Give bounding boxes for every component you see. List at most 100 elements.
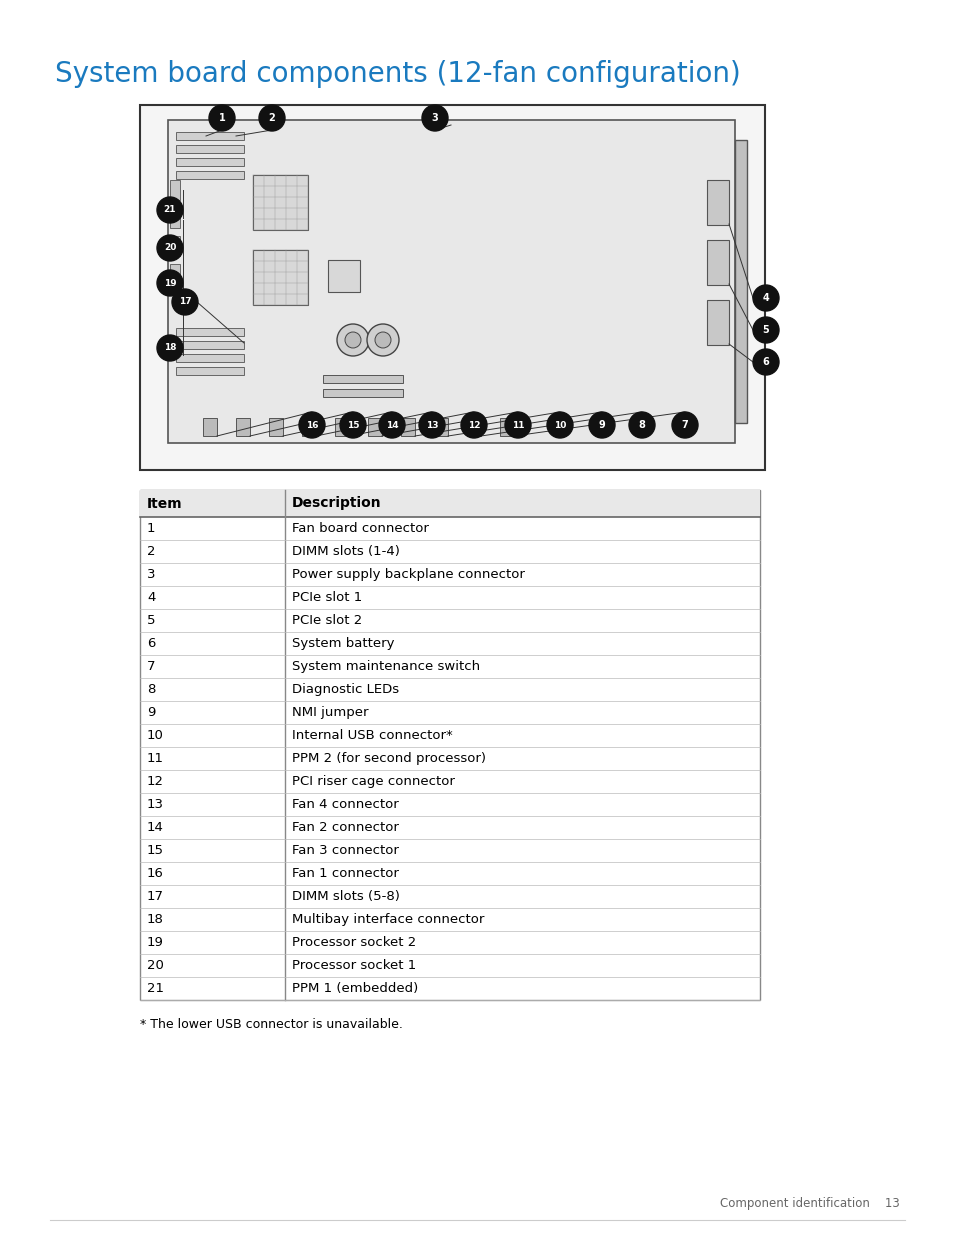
Text: System battery: System battery	[292, 637, 395, 650]
Text: 7: 7	[680, 420, 688, 430]
Bar	[170, 180, 180, 200]
Text: 19: 19	[147, 936, 164, 948]
Text: 9: 9	[147, 706, 155, 719]
Text: DIMM slots (1-4): DIMM slots (1-4)	[292, 545, 399, 558]
Text: PPM 2 (for second processor): PPM 2 (for second processor)	[292, 752, 485, 764]
Text: 13: 13	[425, 420, 437, 430]
Text: 6: 6	[147, 637, 155, 650]
Bar	[170, 207, 180, 228]
Text: 2: 2	[269, 112, 275, 124]
Text: Internal USB connector*: Internal USB connector*	[292, 729, 453, 742]
Text: Processor socket 1: Processor socket 1	[292, 960, 416, 972]
Circle shape	[157, 235, 183, 261]
Circle shape	[421, 105, 448, 131]
Text: 11: 11	[511, 420, 524, 430]
Text: 7: 7	[147, 659, 155, 673]
Circle shape	[298, 412, 325, 438]
Text: Power supply backplane connector: Power supply backplane connector	[292, 568, 524, 580]
Text: Description: Description	[292, 496, 381, 510]
Circle shape	[336, 324, 369, 356]
Text: * The lower USB connector is unavailable.: * The lower USB connector is unavailable…	[140, 1018, 402, 1031]
Text: Fan 4 connector: Fan 4 connector	[292, 798, 398, 811]
Text: Fan 1 connector: Fan 1 connector	[292, 867, 398, 881]
Text: 6: 6	[761, 357, 768, 367]
Text: PPM 1 (embedded): PPM 1 (embedded)	[292, 982, 417, 995]
Bar	[335, 417, 349, 436]
Text: 17: 17	[147, 890, 164, 903]
Text: 16: 16	[147, 867, 164, 881]
Text: 11: 11	[147, 752, 164, 764]
Text: 3: 3	[147, 568, 155, 580]
Bar	[706, 180, 728, 225]
Text: 12: 12	[467, 420, 479, 430]
Text: 18: 18	[164, 343, 176, 352]
Bar	[467, 417, 480, 436]
Text: Item: Item	[147, 496, 182, 510]
Circle shape	[345, 332, 360, 348]
Bar	[706, 300, 728, 345]
Text: Multibay interface connector: Multibay interface connector	[292, 913, 484, 926]
Bar	[175, 329, 244, 336]
Bar	[175, 341, 244, 350]
Text: 5: 5	[147, 614, 155, 627]
Bar	[170, 236, 180, 256]
Circle shape	[460, 412, 486, 438]
Text: 20: 20	[164, 243, 176, 252]
Bar	[175, 367, 244, 375]
Text: 1: 1	[147, 522, 155, 535]
Circle shape	[752, 285, 779, 311]
Circle shape	[378, 412, 405, 438]
Text: 5: 5	[761, 325, 768, 335]
Bar	[235, 417, 250, 436]
Text: 10: 10	[554, 420, 565, 430]
Text: System board components (12-fan configuration): System board components (12-fan configur…	[55, 61, 740, 88]
Circle shape	[157, 198, 183, 224]
Circle shape	[375, 332, 391, 348]
Text: 14: 14	[147, 821, 164, 834]
Bar	[253, 175, 308, 230]
Bar	[175, 132, 244, 140]
Circle shape	[418, 412, 444, 438]
Bar	[434, 417, 448, 436]
Bar	[175, 144, 244, 153]
Text: 18: 18	[147, 913, 164, 926]
Text: System maintenance switch: System maintenance switch	[292, 659, 479, 673]
Text: Processor socket 2: Processor socket 2	[292, 936, 416, 948]
Text: 2: 2	[147, 545, 155, 558]
Text: 15: 15	[147, 844, 164, 857]
Bar	[328, 261, 359, 291]
Bar	[175, 158, 244, 165]
Bar	[499, 417, 514, 436]
Circle shape	[752, 350, 779, 375]
Text: PCIe slot 1: PCIe slot 1	[292, 592, 362, 604]
Circle shape	[209, 105, 234, 131]
Bar	[175, 354, 244, 362]
Bar	[323, 389, 402, 396]
Text: 19: 19	[164, 279, 176, 288]
Bar	[253, 249, 308, 305]
Text: PCIe slot 2: PCIe slot 2	[292, 614, 362, 627]
Circle shape	[367, 324, 398, 356]
Text: Fan board connector: Fan board connector	[292, 522, 429, 535]
Bar	[368, 417, 381, 436]
Text: PCI riser cage connector: PCI riser cage connector	[292, 776, 455, 788]
Circle shape	[671, 412, 698, 438]
Bar	[140, 490, 760, 517]
Text: 13: 13	[147, 798, 164, 811]
Text: 20: 20	[147, 960, 164, 972]
Text: 4: 4	[761, 293, 768, 303]
Text: Diagnostic LEDs: Diagnostic LEDs	[292, 683, 398, 697]
Text: Component identification    13: Component identification 13	[720, 1197, 899, 1210]
Bar	[706, 240, 728, 285]
Text: 9: 9	[598, 420, 605, 430]
Circle shape	[339, 412, 366, 438]
Text: Fan 3 connector: Fan 3 connector	[292, 844, 398, 857]
Text: 3: 3	[431, 112, 438, 124]
Bar	[170, 264, 180, 284]
Bar	[269, 417, 283, 436]
Text: 17: 17	[178, 298, 192, 306]
Circle shape	[157, 335, 183, 361]
Text: 21: 21	[147, 982, 164, 995]
Bar	[302, 417, 315, 436]
Text: 14: 14	[385, 420, 398, 430]
